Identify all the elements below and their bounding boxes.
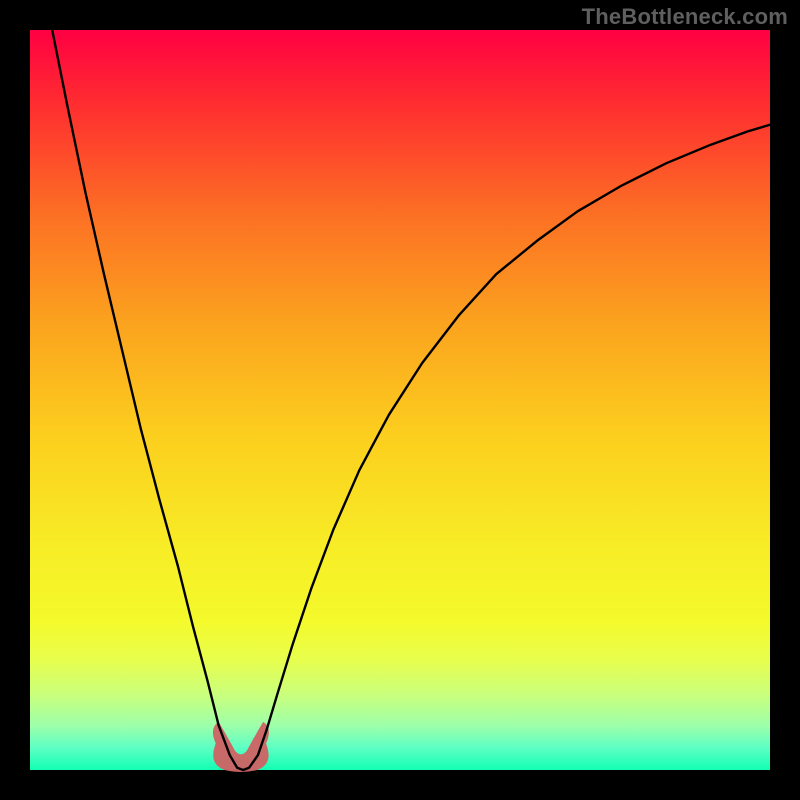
watermark-text: TheBottleneck.com — [582, 4, 788, 30]
chart-stage: TheBottleneck.com — [0, 0, 800, 800]
bottleneck-chart — [0, 0, 800, 800]
gradient-background — [30, 30, 770, 770]
